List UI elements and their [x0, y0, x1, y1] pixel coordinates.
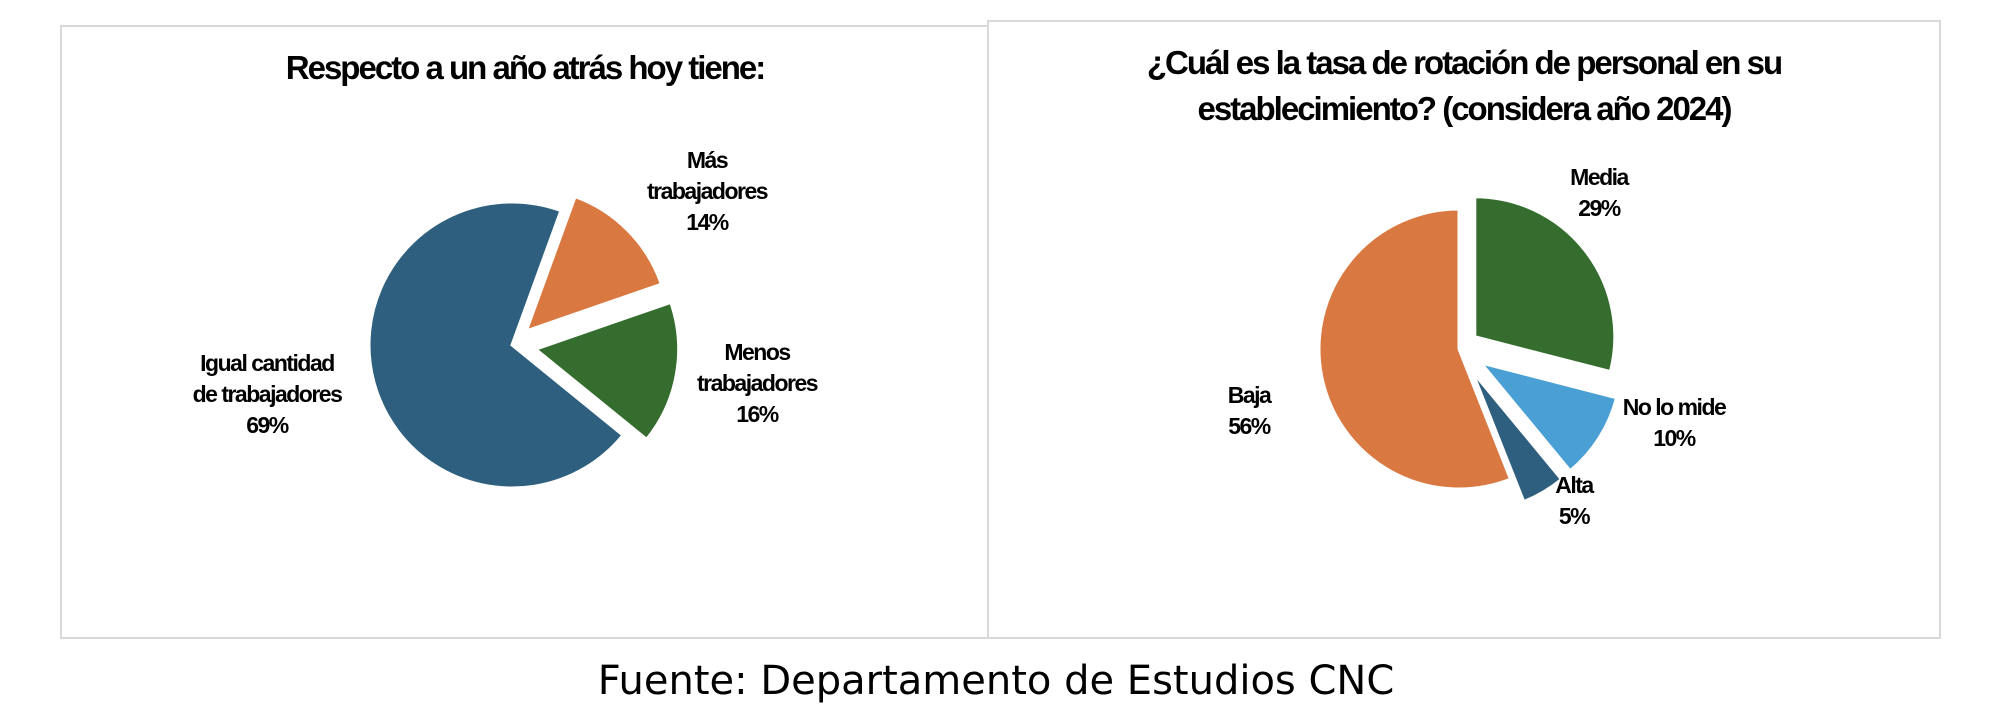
- pie-chart-left: [367, 194, 681, 490]
- pie-slice-3: [1317, 207, 1513, 491]
- pie-slice-0: [1473, 195, 1617, 374]
- chart-title: ¿Cuál es la tasa de rotación de personal…: [1146, 44, 1783, 127]
- source-note: Fuente: Departamento de Estudios CNC: [597, 658, 1395, 704]
- pie-slice-0: [523, 194, 664, 334]
- pie-slice-2: [1470, 370, 1564, 504]
- pie-slice-1: [532, 300, 681, 442]
- chart-panel-right: ¿Cuál es la tasa de rotación de personal…: [987, 20, 1941, 639]
- chart-panel-left: Respecto a un año atrás hoy tiene: Más t…: [60, 25, 990, 639]
- chart-title: Respecto a un año atrás hoy tiene:: [285, 49, 766, 86]
- slice-label-baja: Baja 56%: [1227, 382, 1272, 439]
- slice-label-igual: Igual cantidad de trabajadores 69%: [192, 350, 343, 438]
- slice-label-menos: Menos trabajadores 16%: [696, 339, 819, 427]
- slice-label-alta: Alta 5%: [1555, 472, 1594, 529]
- pie-slice-1: [1476, 360, 1619, 473]
- pie-chart-right: [1317, 195, 1619, 504]
- pie-slice-2: [367, 200, 626, 490]
- slice-label-no-lo-mide: No lo mide 10%: [1622, 394, 1727, 451]
- slice-label-mas: Más trabajadores 14%: [646, 147, 769, 235]
- slice-label-media: Media 29%: [1570, 164, 1629, 221]
